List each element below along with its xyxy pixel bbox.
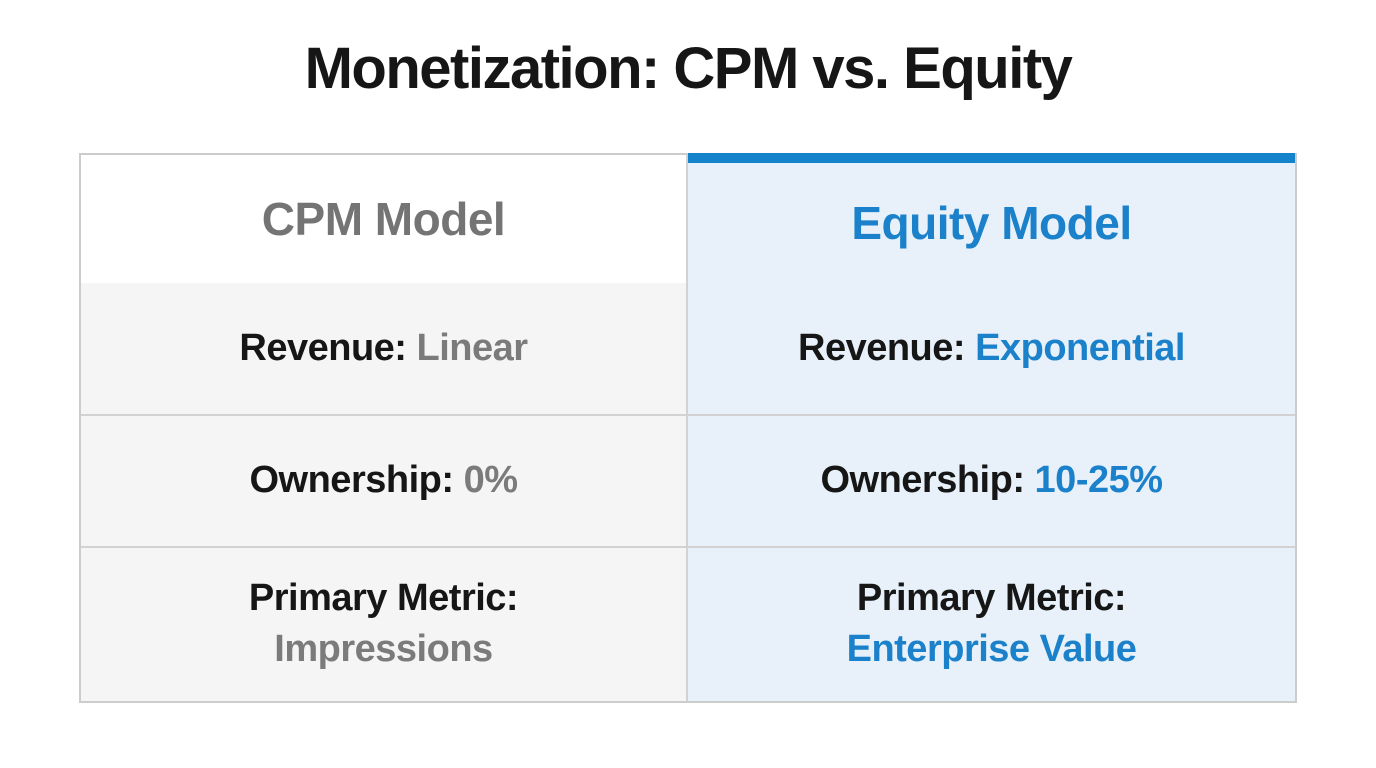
- revenue-equity-value: Exponential: [975, 326, 1185, 369]
- primary-metric-label: Primary Metric:: [856, 576, 1127, 619]
- revenue-label: Revenue:: [239, 326, 407, 369]
- table-cell-ownership-equity: Ownership: 10-25%: [688, 415, 1295, 548]
- primary-metric-cpm-value: Impressions: [274, 628, 493, 671]
- page-title: Monetization: CPM vs. Equity: [304, 36, 1073, 101]
- comparison-table: CPM Model Equity Model Revenue: Linear R…: [79, 152, 1297, 703]
- cell-text: Revenue: Exponential: [798, 323, 1185, 374]
- ownership-cpm-value: 0%: [463, 459, 518, 502]
- table-cell-revenue-cpm: Revenue: Linear: [81, 282, 688, 416]
- revenue-label: Revenue:: [798, 326, 966, 369]
- cell-text: Primary Metric: Impressions: [248, 573, 519, 676]
- cell-text: Ownership: 0%: [249, 455, 518, 506]
- cpm-column-header: CPM Model: [81, 152, 688, 283]
- cell-text: Ownership: 10-25%: [820, 455, 1163, 506]
- ownership-label: Ownership:: [820, 459, 1025, 502]
- table-cell-revenue-equity: Revenue: Exponential: [688, 282, 1295, 416]
- table-cell-primary-metric-cpm: Primary Metric: Impressions: [81, 547, 688, 701]
- ownership-equity-value: 10-25%: [1034, 459, 1163, 502]
- primary-metric-equity-value: Enterprise Value: [846, 628, 1137, 671]
- revenue-cpm-value: Linear: [416, 326, 529, 369]
- cpm-header-label: CPM Model: [261, 192, 506, 245]
- table-cell-ownership-cpm: Ownership: 0%: [81, 415, 688, 548]
- primary-metric-label: Primary Metric:: [248, 576, 519, 619]
- equity-header-label: Equity Model: [851, 196, 1132, 249]
- cell-text: Revenue: Linear: [239, 323, 529, 374]
- equity-column-header: Equity Model: [688, 152, 1295, 283]
- table-cell-primary-metric-equity: Primary Metric: Enterprise Value: [688, 547, 1295, 701]
- ownership-label: Ownership:: [249, 459, 454, 502]
- cell-text: Primary Metric: Enterprise Value: [847, 573, 1137, 676]
